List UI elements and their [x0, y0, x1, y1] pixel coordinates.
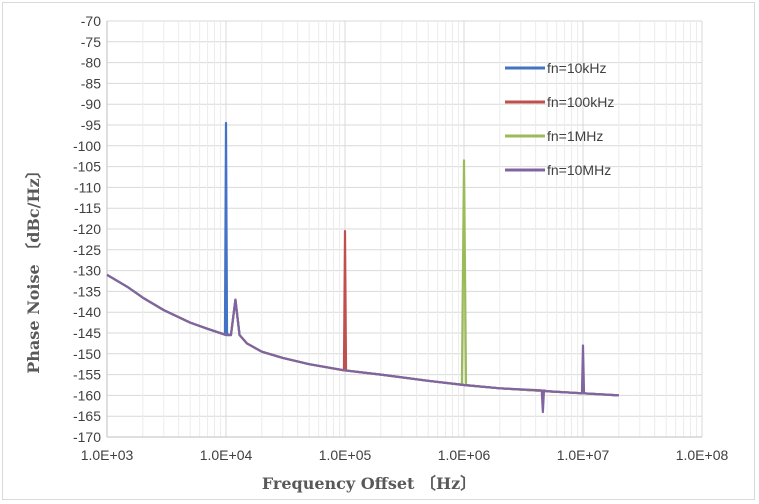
y-tick-label: -135	[73, 283, 101, 299]
y-tick-label: -95	[81, 117, 101, 133]
y-tick-label: -160	[73, 387, 101, 403]
y-tick-label: -170	[73, 429, 101, 445]
x-axis-title: Frequency Offset 〔Hz〕	[262, 474, 476, 493]
legend-label: fn=100kHz	[547, 94, 614, 110]
y-tick-label: -115	[74, 200, 101, 216]
y-tick-label: -130	[73, 263, 101, 279]
series-line-4	[106, 273, 619, 414]
y-tick-label: -140	[73, 304, 101, 320]
series-line-2	[106, 229, 619, 397]
y-axis-title: Phase Noise 〔dBc/Hz〕	[24, 162, 43, 373]
y-tick-label: -110	[74, 179, 101, 195]
y-tick-label: -90	[81, 96, 101, 112]
x-tick-label: 1.0E+06	[438, 447, 491, 463]
series-line-3	[106, 159, 619, 397]
legend-label: fn=10MHz	[547, 162, 611, 178]
y-tick-label: -105	[73, 159, 101, 175]
series-line-1	[106, 121, 619, 397]
tick-labels: -70 -75 -80 -85 -90 -95 -100 -105 -110 -115 -120 -1…	[73, 13, 729, 463]
y-tick-label: -85	[81, 75, 101, 91]
grid-lines	[106, 20, 703, 438]
y-tick-label: -70	[81, 13, 101, 29]
x-tick-label: 1.0E+05	[319, 447, 372, 463]
x-tick-label: 1.0E+03	[81, 447, 134, 463]
y-tick-label: -75	[81, 34, 101, 50]
y-tick-label: -100	[73, 138, 101, 154]
legend-label: fn=1MHz	[547, 128, 603, 144]
y-tick-label: -120	[73, 221, 101, 237]
legend: fn=10kHz fn=100kHz fn=1MHz fn=10MHz	[505, 60, 614, 178]
x-tick-label: 1.0E+08	[676, 447, 729, 463]
x-tick-label: 1.0E+04	[200, 447, 253, 463]
y-tick-label: -125	[73, 242, 101, 258]
y-tick-label: -165	[73, 408, 101, 424]
legend-label: fn=10kHz	[547, 60, 607, 76]
x-tick-label: 1.0E+07	[557, 447, 610, 463]
y-tick-label: -80	[81, 55, 101, 71]
y-tick-label: -145	[73, 325, 101, 341]
y-tick-label: -155	[73, 367, 101, 383]
phase-noise-chart: -70 -75 -80 -85 -90 -95 -100 -105 -110 -115 -120 -1…	[24, 13, 729, 493]
series-lines	[106, 121, 619, 414]
y-tick-label: -150	[73, 346, 101, 362]
